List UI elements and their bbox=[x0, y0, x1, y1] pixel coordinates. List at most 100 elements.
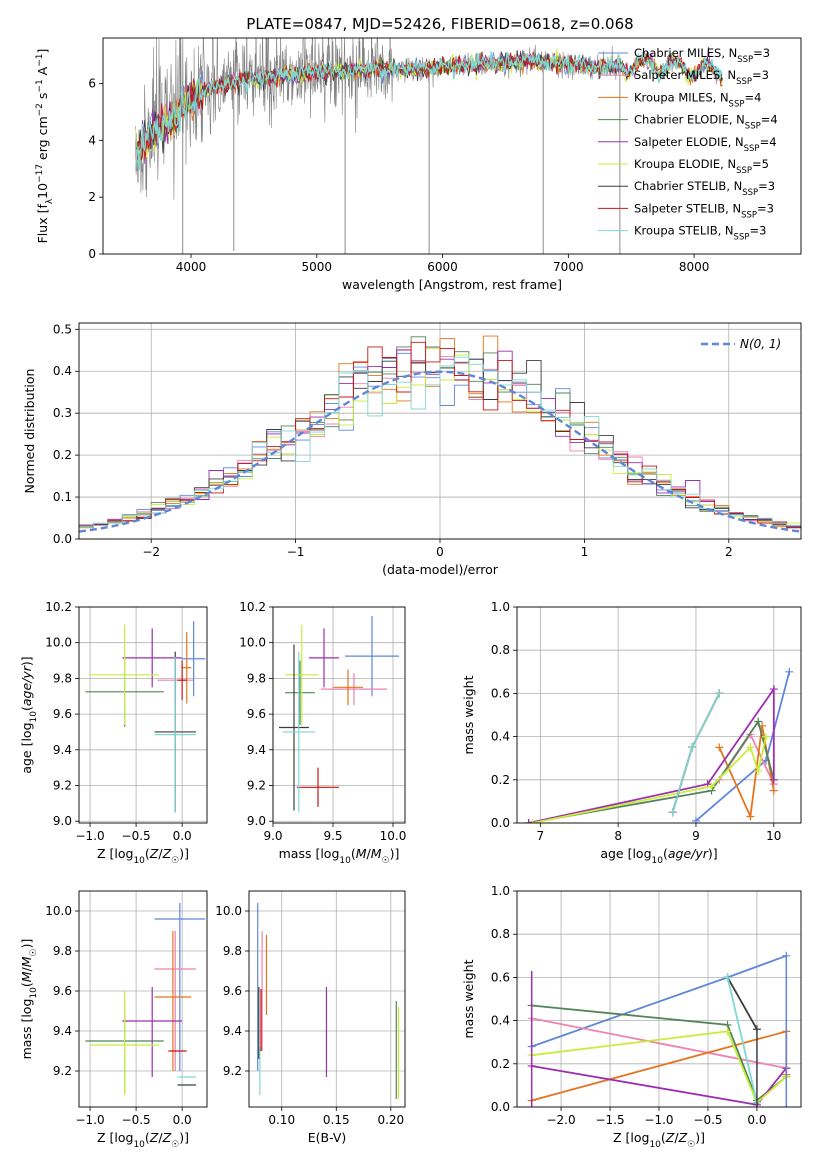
y-tick-label: 10.2 bbox=[239, 600, 266, 614]
plot-area bbox=[85, 621, 206, 813]
y-tick-label: 2 bbox=[88, 190, 96, 204]
x-tick-label: 0.20 bbox=[377, 1113, 404, 1127]
label-part: −1 bbox=[35, 79, 45, 92]
label-part: / bbox=[19, 966, 34, 971]
label-part: )] bbox=[19, 656, 34, 666]
label-part: Z bbox=[162, 1130, 172, 1145]
point-marker bbox=[715, 743, 724, 752]
axes-frame bbox=[248, 890, 406, 1108]
legend-label: N(0, 1) bbox=[740, 337, 781, 351]
label-part: ( bbox=[145, 846, 150, 861]
y-tick-label: 9.0 bbox=[247, 814, 266, 828]
y-tick-label: 9.2 bbox=[247, 779, 266, 793]
axes: −1.0 −0.5 0.0 9.0 9.2 9.4 9.6 9.8 10.0 10.2 Z [log… bbox=[19, 600, 208, 866]
point-marker bbox=[769, 786, 778, 795]
legend-label: Salpeter ELODIE, NSSP=4 bbox=[634, 135, 777, 154]
y-tick-label: 0.2 bbox=[491, 1057, 510, 1071]
x-tick-label: 9.0 bbox=[263, 829, 282, 843]
x-axis-label: age [log10(age/yr)] bbox=[600, 846, 717, 866]
label-part: A bbox=[35, 66, 50, 79]
axes: 0.10 0.15 0.20 9.2 9.4 9.6 9.8 10.0 E(B-V) bbox=[215, 890, 406, 1145]
label-part: )] bbox=[179, 1130, 189, 1145]
legend-label: Chabrier ELODIE, NSSP=4 bbox=[634, 113, 778, 132]
label-part: ☉ bbox=[382, 856, 390, 866]
y-tick-label: 6 bbox=[88, 76, 96, 90]
label-part: mass [log bbox=[279, 846, 340, 861]
x-tick-label: 1 bbox=[581, 545, 589, 559]
y-tick-label: 9.8 bbox=[53, 671, 72, 685]
label-part: Z [log bbox=[97, 846, 133, 861]
x-tick-label: 0.0 bbox=[173, 1113, 192, 1127]
x-tick-label: 6000 bbox=[427, 260, 458, 274]
legend-text: Kroupa STELIB, N bbox=[634, 224, 734, 238]
label-part: E(B-V) bbox=[308, 1130, 347, 1145]
point-marker bbox=[715, 689, 724, 698]
x-tick-label: −2 bbox=[142, 545, 160, 559]
label-part: mass weight bbox=[461, 675, 476, 754]
x-tick-label: 8 bbox=[614, 829, 622, 843]
y-tick-label: 9.6 bbox=[223, 984, 242, 998]
point-marker bbox=[723, 1027, 732, 1036]
label-part: ] bbox=[35, 49, 50, 54]
y-tick-label: 9.2 bbox=[53, 1064, 72, 1078]
label-part: 10 bbox=[339, 856, 351, 866]
y-tick-label: 9.4 bbox=[247, 743, 266, 757]
label-part: M bbox=[19, 956, 34, 967]
y-tick-label: 9.0 bbox=[53, 814, 72, 828]
label-part: Z bbox=[149, 846, 159, 861]
label-part: mass weight bbox=[461, 959, 476, 1038]
axes-frame bbox=[102, 37, 802, 255]
y-tick-label: 0.8 bbox=[491, 927, 510, 941]
axes: −2 −1 0 1 2 0.0 0.1 0.2 0.3 0.4 0.5 (data-model)/er… bbox=[22, 322, 802, 577]
label-part: age/yr bbox=[668, 846, 709, 861]
label-part: 10 bbox=[652, 856, 664, 866]
axes-frame bbox=[78, 890, 208, 1108]
label-part: ( bbox=[19, 706, 34, 711]
label-part: 10 bbox=[29, 987, 39, 999]
legend-sub: SSP bbox=[736, 166, 752, 176]
label-part: erg cm bbox=[35, 116, 50, 164]
label-part: ☉ bbox=[171, 856, 179, 866]
label-part: 10 bbox=[133, 1140, 145, 1150]
series-line bbox=[726, 976, 758, 1030]
y-tick-label: 1.0 bbox=[491, 600, 510, 614]
y-tick-label: 9.8 bbox=[53, 944, 72, 958]
y-axis-label: mass weight bbox=[461, 959, 476, 1038]
y-tick-label: 9.4 bbox=[53, 1024, 72, 1038]
label-part: Normed distribution bbox=[22, 369, 37, 494]
point-marker bbox=[524, 819, 533, 823]
point-marker bbox=[754, 717, 763, 726]
label-part: 10 bbox=[133, 856, 145, 866]
x-tick-label: −0.5 bbox=[122, 1113, 151, 1127]
label-part: )] bbox=[19, 939, 34, 949]
x-tick-label: −1.0 bbox=[644, 1113, 673, 1127]
axes-frame bbox=[78, 322, 802, 540]
y-tick-label: 0.5 bbox=[53, 322, 72, 336]
x-tick-label: −0.5 bbox=[122, 829, 151, 843]
x-tick-label: 0.15 bbox=[323, 1113, 350, 1127]
legend-sub: SSP bbox=[741, 210, 757, 220]
y-axis-label: Flux [fλ10−17 erg cm−2 s−1 A−1] bbox=[35, 49, 55, 244]
x-tick-label: −0.5 bbox=[693, 1113, 722, 1127]
x-tick-label: 7 bbox=[537, 829, 545, 843]
legend-label: Salpeter STELIB, NSSP=3 bbox=[634, 201, 774, 220]
label-part: ( bbox=[351, 846, 356, 861]
label-part: Z bbox=[162, 846, 172, 861]
label-part: / bbox=[158, 846, 163, 861]
point-marker bbox=[528, 819, 537, 823]
point-marker bbox=[754, 767, 763, 776]
label-part: M bbox=[19, 971, 34, 982]
point-marker bbox=[769, 685, 778, 694]
label-part: −1 bbox=[35, 54, 45, 67]
plot-area bbox=[279, 615, 399, 813]
label-part: age [log bbox=[600, 846, 651, 861]
legend-text: Kroupa ELODIE, N bbox=[634, 157, 736, 171]
x-axis-label: E(B-V) bbox=[308, 1130, 347, 1145]
legend-count: =4 bbox=[744, 90, 761, 104]
axes-frame bbox=[516, 890, 802, 1108]
axes: 9.0 9.5 10.0 9.0 9.2 9.4 9.6 9.8 10.0 10.2 mass [l… bbox=[239, 600, 406, 866]
y-tick-label: 9.4 bbox=[223, 1024, 242, 1038]
y-tick-label: 0.1 bbox=[53, 490, 72, 504]
y-tick-label: 10.0 bbox=[45, 904, 72, 918]
legend-sub: SSP bbox=[734, 233, 750, 243]
